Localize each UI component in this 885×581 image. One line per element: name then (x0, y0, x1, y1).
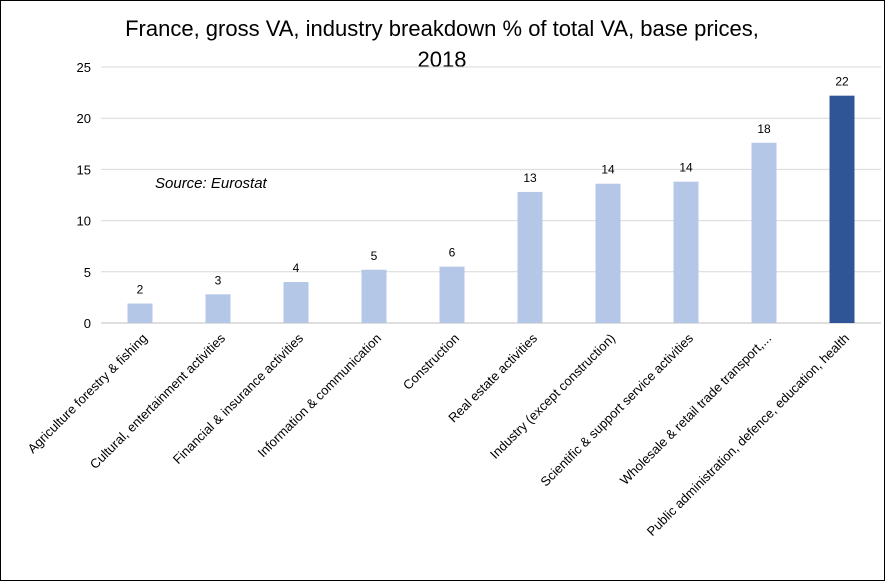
y-tick-label: 15 (77, 162, 91, 177)
category-label: Construction (400, 331, 462, 393)
y-tick-label: 25 (77, 60, 91, 75)
data-label: 6 (449, 246, 456, 260)
data-label: 22 (835, 75, 849, 89)
data-label: 3 (215, 273, 222, 287)
data-label: 5 (371, 249, 378, 263)
data-label: 4 (293, 261, 300, 275)
data-label: 18 (757, 122, 771, 136)
y-tick-label: 0 (84, 316, 91, 331)
y-tick-label: 5 (84, 265, 91, 280)
bar (673, 181, 699, 323)
bar (439, 266, 465, 323)
bar (595, 183, 621, 323)
y-tick-label: 20 (77, 111, 91, 126)
category-label: Financial & insurance activities (170, 330, 307, 467)
category-labels: Agriculture forestry & fishingCultural, … (25, 330, 853, 539)
bar (205, 294, 231, 323)
data-label: 14 (679, 161, 693, 175)
bar (361, 269, 387, 323)
category-label: Industry (except construction) (487, 331, 618, 462)
bar (829, 95, 855, 323)
data-label: 2 (137, 283, 144, 297)
category-label: Wholesale & retail trade transport,... (617, 331, 774, 488)
y-axis-ticks: 0 5 10 15 20 25 (77, 60, 91, 331)
gridlines (101, 66, 881, 324)
data-label: 14 (601, 163, 615, 177)
category-label: Scientific & support service activities (537, 330, 696, 489)
bar (127, 303, 153, 323)
chart-title-line-1: France, gross VA, industry breakdown % o… (125, 16, 759, 41)
bars (127, 95, 855, 323)
chart-title-line-2: 2018 (418, 47, 467, 72)
source-note: Source: Eurostat (155, 175, 268, 192)
data-label: 13 (523, 171, 537, 185)
data-labels: 2 3 4 5 6 13 14 14 18 22 (137, 75, 849, 297)
bar (751, 142, 777, 323)
category-label: Information & communication (254, 331, 384, 461)
bar (517, 191, 543, 323)
category-label: Cultural, entertainment activities (87, 330, 229, 472)
y-tick-label: 10 (77, 214, 91, 229)
bar (283, 282, 309, 323)
